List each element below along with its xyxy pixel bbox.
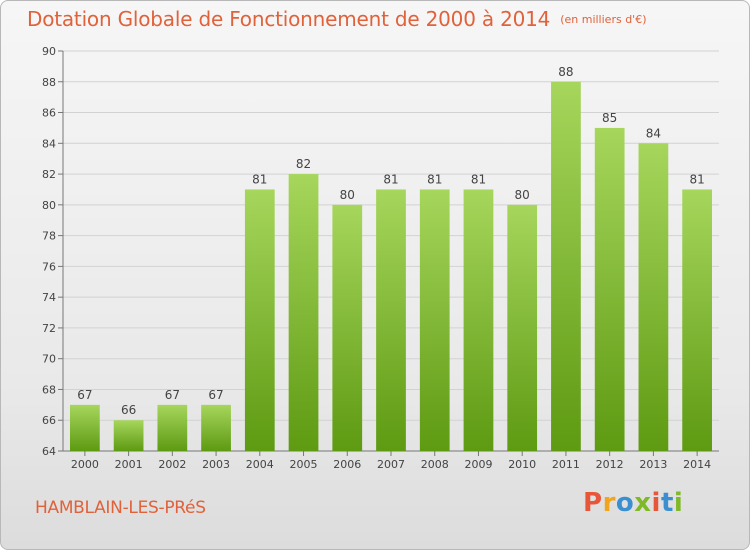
x-tick-label: 2011 — [552, 458, 580, 471]
bar-2013 — [638, 143, 669, 452]
bar-2011 — [551, 81, 581, 452]
proxiti-logo: Proxiti — [583, 488, 683, 518]
y-tick-label: 88 — [42, 76, 56, 89]
bar-2010 — [507, 204, 538, 451]
y-tick-label: 84 — [42, 137, 56, 150]
y-tick-label: 76 — [42, 260, 56, 273]
x-tick-label: 2001 — [115, 458, 143, 471]
chart-title: Dotation Globale de Fonctionnement de 20… — [27, 7, 551, 31]
logo-letter: x — [634, 488, 652, 518]
data-label: 81 — [427, 172, 442, 186]
x-tick-label: 2013 — [639, 458, 667, 471]
label-layer: 67 2000 66 2001 67 2002 67 2003 81 2004 82 2005 80 20… — [71, 65, 711, 471]
x-tick-label: 2008 — [421, 458, 449, 471]
y-tick-label: 86 — [42, 107, 56, 120]
bar-2005 — [288, 174, 319, 452]
data-label: 82 — [296, 157, 311, 171]
x-tick-label: 2014 — [683, 458, 711, 471]
x-tick-label: 2012 — [596, 458, 624, 471]
data-label: 80 — [515, 188, 530, 202]
bar-2000 — [69, 404, 100, 451]
data-label: 84 — [646, 126, 661, 140]
x-tick-label: 2004 — [246, 458, 274, 471]
bar-2004 — [244, 189, 275, 451]
data-label: 85 — [602, 111, 617, 125]
x-tick-label: 2010 — [508, 458, 536, 471]
bar-2006 — [332, 204, 363, 451]
data-label: 81 — [252, 172, 267, 186]
y-tick-label: 82 — [42, 168, 56, 181]
x-tick-label: 2007 — [377, 458, 405, 471]
data-label: 81 — [689, 172, 704, 186]
x-tick-label: 2003 — [202, 458, 230, 471]
bar-2002 — [157, 404, 188, 451]
y-tick-label: 64 — [42, 445, 56, 458]
data-label: 66 — [121, 403, 136, 417]
bar-2007 — [376, 189, 406, 451]
logo-letter: i — [673, 488, 684, 518]
data-label: 67 — [208, 388, 223, 402]
data-label: 67 — [77, 388, 92, 402]
logo-letter: i — [651, 488, 661, 518]
commune-name: HAMBLAIN-LES-PRéS — [35, 498, 206, 518]
logo-letter: t — [660, 488, 674, 518]
logo-letter: r — [602, 488, 616, 518]
data-label: 81 — [383, 172, 398, 186]
x-tick-label: 2000 — [71, 458, 99, 471]
y-tick-label: 66 — [42, 414, 56, 427]
bar-2008 — [419, 189, 450, 451]
x-tick-label: 2002 — [158, 458, 186, 471]
y-tick-label: 80 — [42, 199, 56, 212]
y-tick-label: 70 — [42, 353, 56, 366]
chart-subtitle: (en milliers d'€) — [560, 13, 647, 26]
y-tick-label: 72 — [42, 322, 56, 335]
bar-2012 — [594, 127, 625, 451]
y-tick-label: 74 — [42, 291, 56, 304]
x-tick-label: 2006 — [333, 458, 361, 471]
data-label: 67 — [165, 388, 180, 402]
data-label: 88 — [558, 65, 573, 79]
x-tick-label: 2005 — [290, 458, 318, 471]
y-tick-label: 90 — [42, 45, 56, 58]
logo-letter: o — [615, 488, 635, 518]
y-tick-label: 68 — [42, 383, 56, 396]
bar-2009 — [463, 189, 494, 451]
logo-letter: P — [583, 488, 603, 518]
data-label: 81 — [471, 172, 486, 186]
x-tick-label: 2009 — [464, 458, 492, 471]
bar-2001 — [113, 420, 144, 451]
title-row: Dotation Globale de Fonctionnement de 20… — [27, 7, 646, 31]
y-tick-label: 78 — [42, 230, 56, 243]
data-label: 80 — [340, 188, 355, 202]
bar-2003 — [201, 404, 231, 451]
bar-2014 — [682, 189, 713, 451]
bar-layer — [69, 81, 713, 452]
